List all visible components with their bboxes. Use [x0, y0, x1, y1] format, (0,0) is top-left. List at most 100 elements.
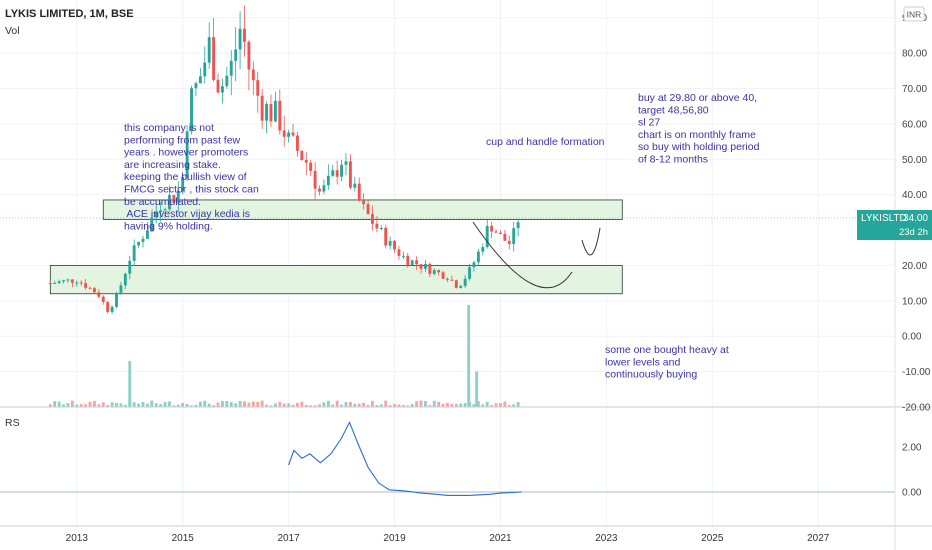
volume-bar — [375, 405, 379, 407]
volume-bar — [79, 404, 83, 407]
volume-bar — [282, 403, 286, 407]
candle-body — [304, 160, 308, 163]
annotation-line: are increasing stake. — [124, 159, 221, 171]
candle-body — [318, 188, 321, 192]
volume-bar — [123, 404, 127, 407]
candle-body — [260, 95, 264, 121]
volume-bar — [137, 403, 141, 407]
volume-bar — [256, 401, 260, 407]
grid — [0, 0, 895, 526]
time-tick-label: 2021 — [489, 533, 512, 544]
candle-body — [132, 245, 136, 261]
time-tick-label: 2017 — [277, 533, 300, 544]
candle-body — [379, 228, 383, 230]
volume-bar — [154, 403, 158, 407]
candle-body — [419, 264, 423, 269]
volume-bar — [48, 404, 52, 407]
volume-bar — [423, 400, 427, 407]
volume-bar — [410, 403, 414, 407]
candle-body — [203, 62, 207, 77]
candle-body — [516, 222, 520, 229]
volume-bar — [278, 401, 282, 407]
time-tick-label: 2027 — [807, 533, 830, 544]
volume-bar — [119, 403, 123, 407]
rs-panel: 2.00 0.00 — [0, 420, 922, 499]
candle-body — [190, 88, 193, 132]
volume-bar — [309, 405, 313, 407]
volume-bar — [176, 404, 180, 407]
annotation-line: so buy with holding period — [638, 141, 760, 153]
volume-bar — [384, 400, 388, 407]
candle-body — [207, 37, 211, 63]
candle-body — [507, 240, 511, 244]
candle-body — [185, 131, 189, 178]
candle-body — [357, 183, 361, 201]
candle-body — [463, 278, 467, 287]
volume-bar — [335, 400, 339, 407]
candle-body — [243, 28, 246, 42]
volume-bar — [238, 400, 242, 407]
candle-body — [322, 185, 326, 192]
rs-label: RS — [5, 417, 20, 429]
annotation-line: some one bought heavy at — [605, 344, 729, 356]
volume-bar — [401, 405, 405, 407]
volume-bar — [70, 400, 74, 407]
candle-body — [331, 170, 335, 176]
candle-body — [238, 28, 242, 50]
cup-curve — [472, 221, 573, 289]
volume-bar — [260, 400, 264, 407]
volume-bar — [93, 400, 96, 407]
volume-bar — [512, 404, 516, 407]
volume-bar — [75, 404, 79, 407]
price-tick-label: 60.00 — [902, 119, 927, 130]
volume-bar — [388, 405, 392, 407]
candle-body — [84, 283, 88, 288]
time-axis-labels: 2013 2015 2017 2019 2021 2023 2025 2027 — [66, 533, 830, 544]
candle-body — [137, 241, 141, 246]
price-tick-label: -10.00 — [902, 367, 931, 378]
currency-badge[interactable] — [903, 6, 925, 22]
time-tick-label: 2025 — [701, 533, 724, 544]
volume-bar — [322, 402, 326, 407]
volume-bar — [485, 401, 489, 407]
candle-body — [159, 210, 163, 212]
candle-body — [53, 282, 57, 284]
volume-bar — [459, 403, 463, 407]
annotation-line: buy at 29.80 or above 40, — [638, 92, 757, 104]
candle-body — [93, 288, 96, 293]
volume-bar — [340, 404, 344, 407]
volume-bar — [234, 403, 238, 407]
volume-bar — [397, 404, 401, 407]
volume-bar — [516, 402, 520, 407]
volume-bar — [216, 402, 220, 407]
candle-body — [353, 183, 357, 188]
volume-bar — [57, 401, 61, 407]
candle-body — [220, 86, 224, 93]
candle-body — [468, 267, 472, 279]
volume-bar — [62, 404, 65, 407]
price-tick-label: 40.00 — [902, 190, 927, 201]
candle-body — [300, 150, 304, 161]
volume-bar — [53, 401, 57, 407]
volume-spike — [128, 361, 132, 407]
volume-bar — [296, 402, 299, 407]
volume-bar — [141, 401, 145, 407]
annotation-line: years . however promoters — [124, 147, 248, 159]
volume-bar — [393, 403, 396, 407]
candle-body — [273, 100, 277, 122]
candle-body — [110, 306, 114, 312]
candle-body — [119, 285, 123, 293]
candle-body — [401, 255, 405, 257]
annotation-line: this company is not — [124, 122, 214, 134]
annotation-line: chart is on monthly frame — [638, 129, 756, 141]
candle-body — [291, 132, 295, 136]
volume-bar — [243, 401, 246, 407]
candle-body — [229, 60, 233, 76]
annotation-pattern: cup and handle formation — [486, 136, 605, 148]
candle-body — [176, 190, 180, 203]
candle-body — [70, 279, 74, 283]
annotation-line: ACE investor vijay kedia is — [124, 208, 250, 220]
volume-bar — [304, 404, 308, 407]
candle-body — [437, 270, 441, 273]
candle-body — [66, 279, 70, 281]
